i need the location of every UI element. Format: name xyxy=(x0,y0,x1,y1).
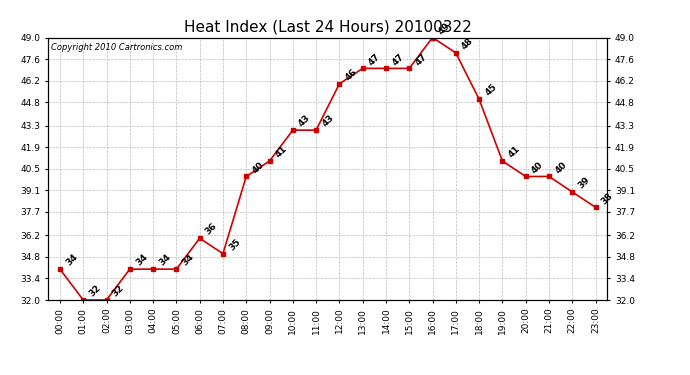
Title: Heat Index (Last 24 Hours) 20100322: Heat Index (Last 24 Hours) 20100322 xyxy=(184,20,472,35)
Text: 43: 43 xyxy=(320,114,335,129)
Text: 43: 43 xyxy=(297,114,313,129)
Text: 40: 40 xyxy=(250,160,266,175)
Text: 34: 34 xyxy=(157,252,172,268)
Text: 35: 35 xyxy=(227,237,242,252)
Text: Copyright 2010 Cartronics.com: Copyright 2010 Cartronics.com xyxy=(51,43,182,52)
Text: 49: 49 xyxy=(437,21,452,36)
Text: 48: 48 xyxy=(460,36,475,51)
Text: 38: 38 xyxy=(600,191,615,206)
Text: 36: 36 xyxy=(204,222,219,237)
Text: 40: 40 xyxy=(553,160,569,175)
Text: 34: 34 xyxy=(181,252,196,268)
Text: 39: 39 xyxy=(576,175,592,190)
Text: 34: 34 xyxy=(64,252,79,268)
Text: 34: 34 xyxy=(134,252,149,268)
Text: 32: 32 xyxy=(110,284,126,298)
Text: 41: 41 xyxy=(506,144,522,160)
Text: 47: 47 xyxy=(390,52,406,67)
Text: 41: 41 xyxy=(274,144,289,160)
Text: 32: 32 xyxy=(88,284,103,298)
Text: 47: 47 xyxy=(367,52,382,67)
Text: 45: 45 xyxy=(483,82,499,98)
Text: 47: 47 xyxy=(413,52,428,67)
Text: 40: 40 xyxy=(530,160,545,175)
Text: 46: 46 xyxy=(344,67,359,82)
